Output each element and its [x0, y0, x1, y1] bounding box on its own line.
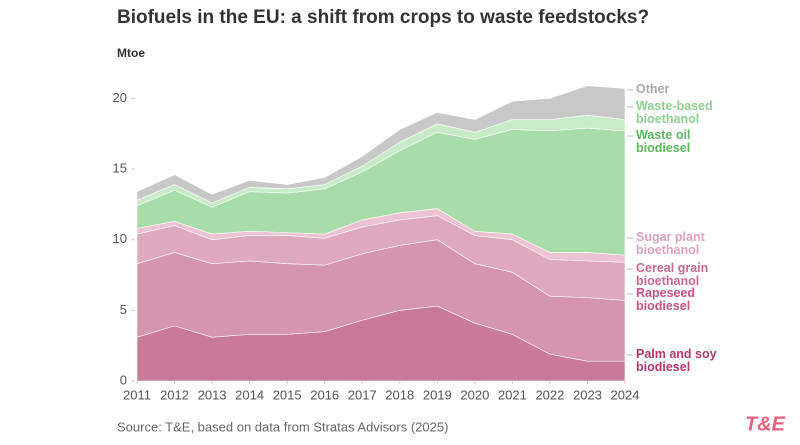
legend-label: Palm and soy biodiesel	[636, 347, 717, 374]
logo: T&E	[745, 413, 786, 435]
x-tick-label: 2017	[348, 387, 377, 402]
x-tick-label: 2015	[273, 387, 302, 402]
x-tick-label: 2016	[310, 387, 339, 402]
x-tick-label: 2012	[160, 387, 189, 402]
y-axis-label: Mtoe	[117, 46, 145, 60]
legend-label: Other	[636, 82, 670, 96]
x-tick-label: 2024	[611, 387, 640, 402]
x-tick-label: 2023	[573, 387, 602, 402]
y-tick-label: 15	[113, 160, 127, 175]
areas	[136, 85, 626, 382]
y-tick-label: 10	[113, 231, 127, 246]
x-tick-label: 2014	[235, 387, 264, 402]
x-tick-label: 2013	[198, 387, 227, 402]
area	[136, 85, 626, 204]
x-tick-label: 2020	[460, 387, 489, 402]
y-tick-label: 5	[120, 302, 127, 317]
source: Source: T&E, based on data from Stratas …	[117, 419, 448, 434]
legend-label: Waste-based bioethanol	[636, 99, 713, 126]
x-tick-label: 2011	[123, 387, 151, 402]
legend-label: Waste oil biodiesel	[636, 128, 691, 155]
x-tick-label: 2018	[385, 387, 414, 402]
chart-title: Biofuels in the EU: a shift from crops t…	[117, 7, 649, 28]
y-tick-label: 20	[113, 90, 127, 105]
y-tick-label: 0	[120, 372, 127, 387]
legend-label: Cereal grain bioethanol	[636, 261, 709, 288]
x-tick-label: 2019	[423, 387, 452, 402]
x-tick-label: 2021	[498, 387, 527, 402]
x-tick-label: 2022	[535, 387, 564, 402]
legend-label: Rapeseed biodiesel	[636, 286, 696, 313]
legend-label: Sugar plant bioethanol	[636, 230, 705, 257]
